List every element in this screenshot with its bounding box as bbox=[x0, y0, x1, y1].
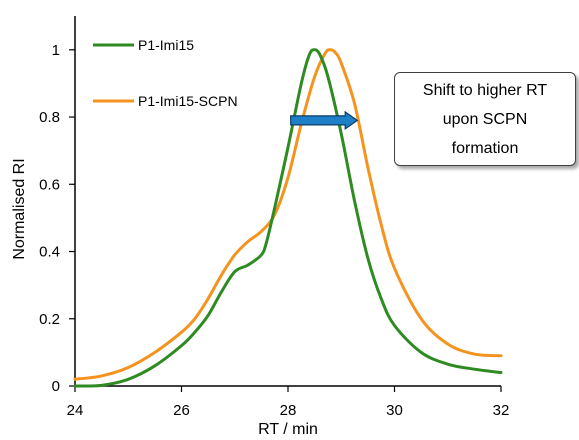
y-axis-label: Normalised RI bbox=[11, 158, 28, 259]
x-tick-label: 32 bbox=[493, 402, 510, 419]
x-tick-label: 30 bbox=[386, 402, 403, 419]
y-tick-label: 0.4 bbox=[39, 244, 60, 261]
y-tick-label: 0.8 bbox=[39, 109, 60, 126]
shift-arrow bbox=[290, 110, 359, 131]
shift-callout-text: Shift to higher RT upon SCPN formation bbox=[422, 81, 548, 157]
y-tick-label: 0 bbox=[52, 378, 60, 395]
legend-label: P1-Imi15-SCPN bbox=[138, 93, 238, 109]
legend-label: P1-Imi15 bbox=[138, 37, 194, 53]
chart-legend: P1-Imi15 P1-Imi15-SCPN bbox=[93, 37, 238, 109]
x-tick-label: 26 bbox=[173, 402, 190, 419]
shift-callout-box: Shift to higher RT upon SCPN formation bbox=[394, 72, 576, 166]
x-tick-label: 24 bbox=[67, 402, 84, 419]
y-tick-label: 0.6 bbox=[39, 176, 60, 193]
y-tick-label: 0.2 bbox=[39, 311, 60, 328]
arrow-layer bbox=[290, 110, 359, 131]
x-axis-label: RT / min bbox=[258, 421, 318, 438]
y-tick-label: 1 bbox=[52, 42, 60, 59]
chart-ticks: 24 26 28 30 32 0 0.2 0.4 0.6 0.8 1 bbox=[39, 42, 509, 419]
series-line-p1-imi15 bbox=[73, 48, 503, 388]
x-tick-label: 28 bbox=[280, 402, 297, 419]
